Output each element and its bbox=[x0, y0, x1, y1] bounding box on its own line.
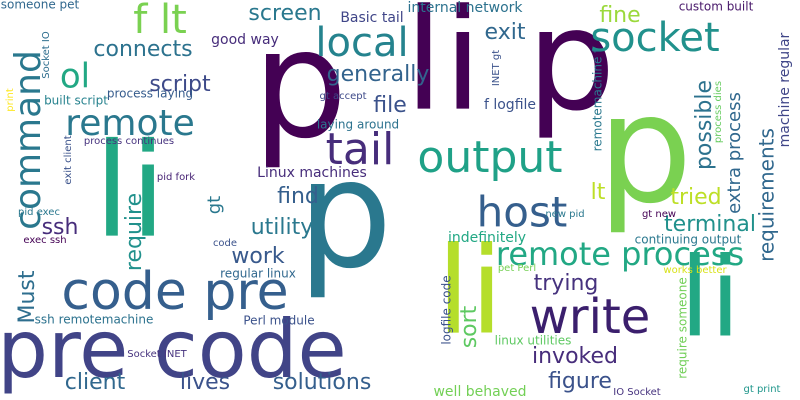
cloud-word: continuing output bbox=[635, 233, 742, 247]
cloud-word: regular linux bbox=[220, 267, 296, 281]
cloud-word: host bbox=[477, 188, 568, 237]
cloud-word: built script bbox=[44, 94, 108, 108]
cloud-word: trying bbox=[534, 271, 599, 296]
cloud-word: script bbox=[149, 72, 211, 97]
cloud-word: custom built bbox=[679, 0, 754, 14]
cloud-word: file bbox=[373, 93, 407, 118]
cloud-word: p bbox=[297, 128, 392, 302]
cloud-word: require bbox=[122, 193, 147, 271]
cloud-word: logfile code bbox=[440, 275, 454, 344]
cloud-word: exit client bbox=[63, 135, 74, 184]
cloud-word: f logfile bbox=[484, 97, 536, 113]
cloud-word: remote process bbox=[496, 235, 744, 273]
cloud-word: laying around bbox=[317, 118, 399, 132]
cloud-word: IO Socket bbox=[613, 387, 661, 398]
cloud-word: li bbox=[679, 233, 740, 361]
cloud-word: p bbox=[597, 63, 692, 237]
cloud-word: p bbox=[252, 0, 347, 172]
cloud-word: machine regular bbox=[777, 32, 793, 147]
cloud-word: Perl module bbox=[243, 314, 314, 328]
cloud-word: possible bbox=[692, 80, 717, 170]
cloud-word: pid exec bbox=[18, 207, 60, 218]
cloud-word: indefinitely bbox=[448, 230, 526, 246]
cloud-word: pre code bbox=[0, 303, 347, 396]
cloud-word: Socket INET bbox=[127, 349, 187, 360]
cloud-word: ssh bbox=[42, 215, 79, 240]
cloud-word: process laying bbox=[107, 87, 193, 101]
cloud-word: remotemachine f bbox=[591, 48, 605, 152]
cloud-word: sort bbox=[457, 305, 482, 348]
cloud-word: invoked bbox=[532, 344, 618, 369]
cloud-word: output bbox=[417, 132, 562, 183]
cloud-word: code pre bbox=[61, 262, 288, 322]
cloud-word: connects bbox=[93, 37, 192, 62]
cloud-word: internal network bbox=[407, 0, 523, 16]
cloud-word: linux utilities bbox=[495, 334, 572, 348]
cloud-word: figure bbox=[548, 369, 612, 394]
cloud-word: good way bbox=[211, 32, 279, 48]
cloud-word: gt new bbox=[642, 209, 676, 220]
cloud-word: pet Perl bbox=[498, 263, 536, 274]
cloud-word: gt print bbox=[744, 384, 781, 395]
cloud-word: find bbox=[277, 184, 319, 209]
cloud-word: well behaved bbox=[433, 384, 526, 400]
cloud-word: ssh remotemachine bbox=[35, 313, 154, 327]
cloud-word: ol bbox=[60, 57, 90, 97]
cloud-word: works better bbox=[663, 265, 727, 276]
cloud-word: Basic tail bbox=[340, 10, 403, 26]
cloud-word: exit bbox=[485, 20, 526, 45]
cloud-word: command bbox=[8, 50, 49, 230]
cloud-word: screen bbox=[248, 1, 321, 26]
cloud-word: print bbox=[5, 88, 16, 112]
cloud-word: new pid bbox=[545, 209, 584, 220]
cloud-word: utility bbox=[251, 215, 314, 240]
cloud-word: INET gt bbox=[491, 50, 502, 86]
cloud-word: requirements bbox=[755, 128, 779, 262]
cloud-word: require someone bbox=[676, 277, 690, 378]
cloud-word: write bbox=[530, 289, 651, 345]
cloud-word: li bbox=[94, 115, 166, 267]
cloud-word: code bbox=[213, 238, 237, 249]
cloud-word: tail bbox=[326, 124, 395, 175]
cloud-word: remote bbox=[65, 103, 195, 144]
cloud-word: gt bbox=[204, 196, 225, 214]
cloud-word: pid fork bbox=[157, 172, 195, 183]
cloud-word: extra process bbox=[724, 92, 745, 214]
cloud-word: local bbox=[315, 20, 408, 66]
cloud-word: process continues bbox=[84, 136, 174, 147]
cloud-word: terminal bbox=[664, 212, 756, 237]
cloud-word: lt bbox=[591, 180, 606, 205]
cloud-word: li bbox=[437, 223, 504, 362]
cloud-word: exec ssh bbox=[23, 235, 66, 246]
cloud-word: generally bbox=[327, 62, 430, 87]
cloud-word: f lt bbox=[133, 0, 187, 43]
cloud-word: solutions bbox=[273, 370, 372, 395]
cloud-word: process dies bbox=[713, 81, 724, 143]
cloud-word: someone pet bbox=[1, 0, 80, 12]
cloud-word: Must bbox=[15, 270, 40, 323]
cloud-word: tried bbox=[670, 185, 721, 210]
cloud-word: Socket IO bbox=[41, 31, 52, 79]
cloud-word: lives bbox=[180, 370, 230, 395]
cloud-word: socket bbox=[590, 15, 719, 61]
cloud-word: Linux machines bbox=[257, 165, 367, 181]
cloud-word: fine bbox=[599, 3, 640, 28]
cloud-word: work bbox=[231, 244, 284, 269]
cloud-word: gt accept bbox=[320, 91, 367, 102]
cloud-word: li p bbox=[404, 0, 615, 143]
cloud-word: client bbox=[65, 370, 126, 395]
